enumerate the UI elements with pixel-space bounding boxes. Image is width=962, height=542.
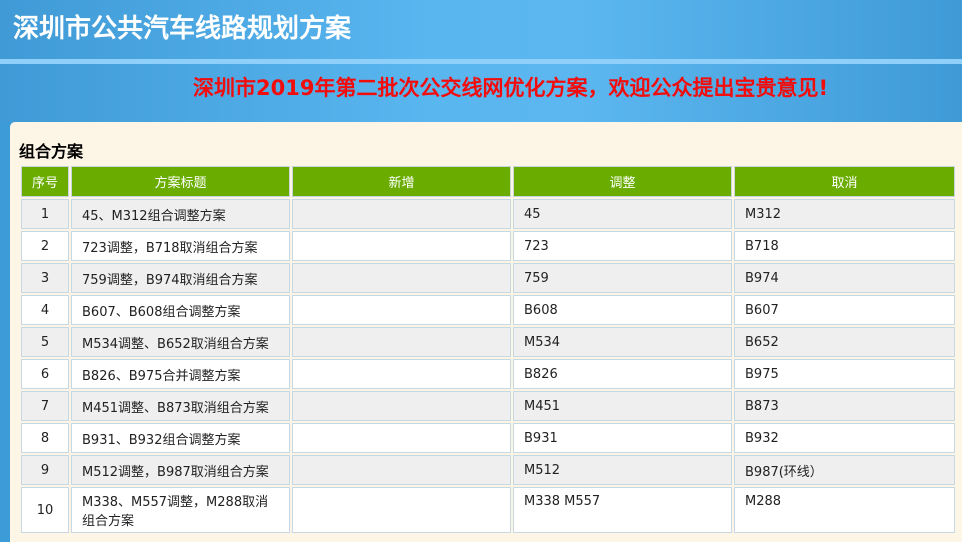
table-row: 8 B931、B932组合调整方案 B931 B932	[21, 423, 955, 453]
cell-title: M338、M557调整，M288取消组合方案	[71, 487, 290, 533]
cell-adjust: B608	[513, 295, 732, 325]
section-title: 组合方案	[19, 142, 84, 161]
header-bar: 深圳市公共汽车线路规划方案	[0, 0, 962, 59]
cell-cancel: B718	[734, 231, 955, 261]
cell-adjust: M534	[513, 327, 732, 357]
table-row: 2 723调整，B718取消组合方案 723 B718	[21, 231, 955, 261]
cell-title: 723调整，B718取消组合方案	[71, 231, 290, 261]
cell-add	[292, 199, 511, 229]
cell-cancel: B975	[734, 359, 955, 389]
cell-title: B826、B975合并调整方案	[71, 359, 290, 389]
notice-band: 深圳市2019年第二批次公交线网优化方案，欢迎公众提出宝贵意见!	[0, 64, 962, 122]
header-divider	[0, 59, 962, 64]
cell-title: B931、B932组合调整方案	[71, 423, 290, 453]
table-row: 9 M512调整，B987取消组合方案 M512 B987(环线）	[21, 455, 955, 485]
cell-adjust: M338 M557	[513, 487, 732, 533]
col-header-cancel: 取消	[734, 166, 955, 197]
cell-add	[292, 423, 511, 453]
table-row: 4 B607、B608组合调整方案 B608 B607	[21, 295, 955, 325]
cell-no: 9	[21, 455, 69, 485]
cell-adjust: B931	[513, 423, 732, 453]
table-row: 1 45、M312组合调整方案 45 M312	[21, 199, 955, 229]
cell-adjust: 45	[513, 199, 732, 229]
cell-title: 759调整，B974取消组合方案	[71, 263, 290, 293]
table-row: 7 M451调整、B873取消组合方案 M451 B873	[21, 391, 955, 421]
col-header-title: 方案标题	[71, 166, 290, 197]
cell-adjust: B826	[513, 359, 732, 389]
cell-add	[292, 455, 511, 485]
col-header-add: 新增	[292, 166, 511, 197]
cell-no: 3	[21, 263, 69, 293]
cell-cancel: M312	[734, 199, 955, 229]
notice-text: 深圳市2019年第二批次公交线网优化方案，欢迎公众提出宝贵意见!	[193, 76, 829, 100]
cell-cancel: B987(环线）	[734, 455, 955, 485]
table-row: 3 759调整，B974取消组合方案 759 B974	[21, 263, 955, 293]
cell-no: 5	[21, 327, 69, 357]
cell-no: 8	[21, 423, 69, 453]
cell-no: 1	[21, 199, 69, 229]
cell-add	[292, 487, 511, 533]
table-row: 10 M338、M557调整，M288取消组合方案 M338 M557 M288	[21, 487, 955, 533]
cell-adjust: 723	[513, 231, 732, 261]
cell-add	[292, 327, 511, 357]
table-row: 5 M534调整、B652取消组合方案 M534 B652	[21, 327, 955, 357]
cell-cancel: B652	[734, 327, 955, 357]
plan-table: 序号 方案标题 新增 调整 取消 1 45、M312组合调整方案 45 M312 2 72…	[19, 164, 957, 535]
cell-no: 10	[21, 487, 69, 533]
cell-adjust: M512	[513, 455, 732, 485]
cell-no: 4	[21, 295, 69, 325]
cell-no: 6	[21, 359, 69, 389]
col-header-no: 序号	[21, 166, 69, 197]
cell-add	[292, 359, 511, 389]
table-row: 6 B826、B975合并调整方案 B826 B975	[21, 359, 955, 389]
cell-no: 7	[21, 391, 69, 421]
cell-cancel: B873	[734, 391, 955, 421]
cell-no: 2	[21, 231, 69, 261]
cell-cancel: M288	[734, 487, 955, 533]
cell-title: B607、B608组合调整方案	[71, 295, 290, 325]
cell-adjust: M451	[513, 391, 732, 421]
cell-add	[292, 391, 511, 421]
content-panel: 组合方案 序号 方案标题 新增 调整 取消 1 45、M312组合调整方案 45 M3…	[10, 122, 962, 542]
cell-add	[292, 231, 511, 261]
cell-adjust: 759	[513, 263, 732, 293]
cell-title: M451调整、B873取消组合方案	[71, 391, 290, 421]
col-header-adjust: 调整	[513, 166, 732, 197]
cell-cancel: B974	[734, 263, 955, 293]
cell-add	[292, 263, 511, 293]
cell-title: 45、M312组合调整方案	[71, 199, 290, 229]
cell-cancel: B607	[734, 295, 955, 325]
cell-add	[292, 295, 511, 325]
cell-cancel: B932	[734, 423, 955, 453]
site-title: 深圳市公共汽车线路规划方案	[13, 14, 352, 44]
cell-title: M534调整、B652取消组合方案	[71, 327, 290, 357]
cell-title: M512调整，B987取消组合方案	[71, 455, 290, 485]
